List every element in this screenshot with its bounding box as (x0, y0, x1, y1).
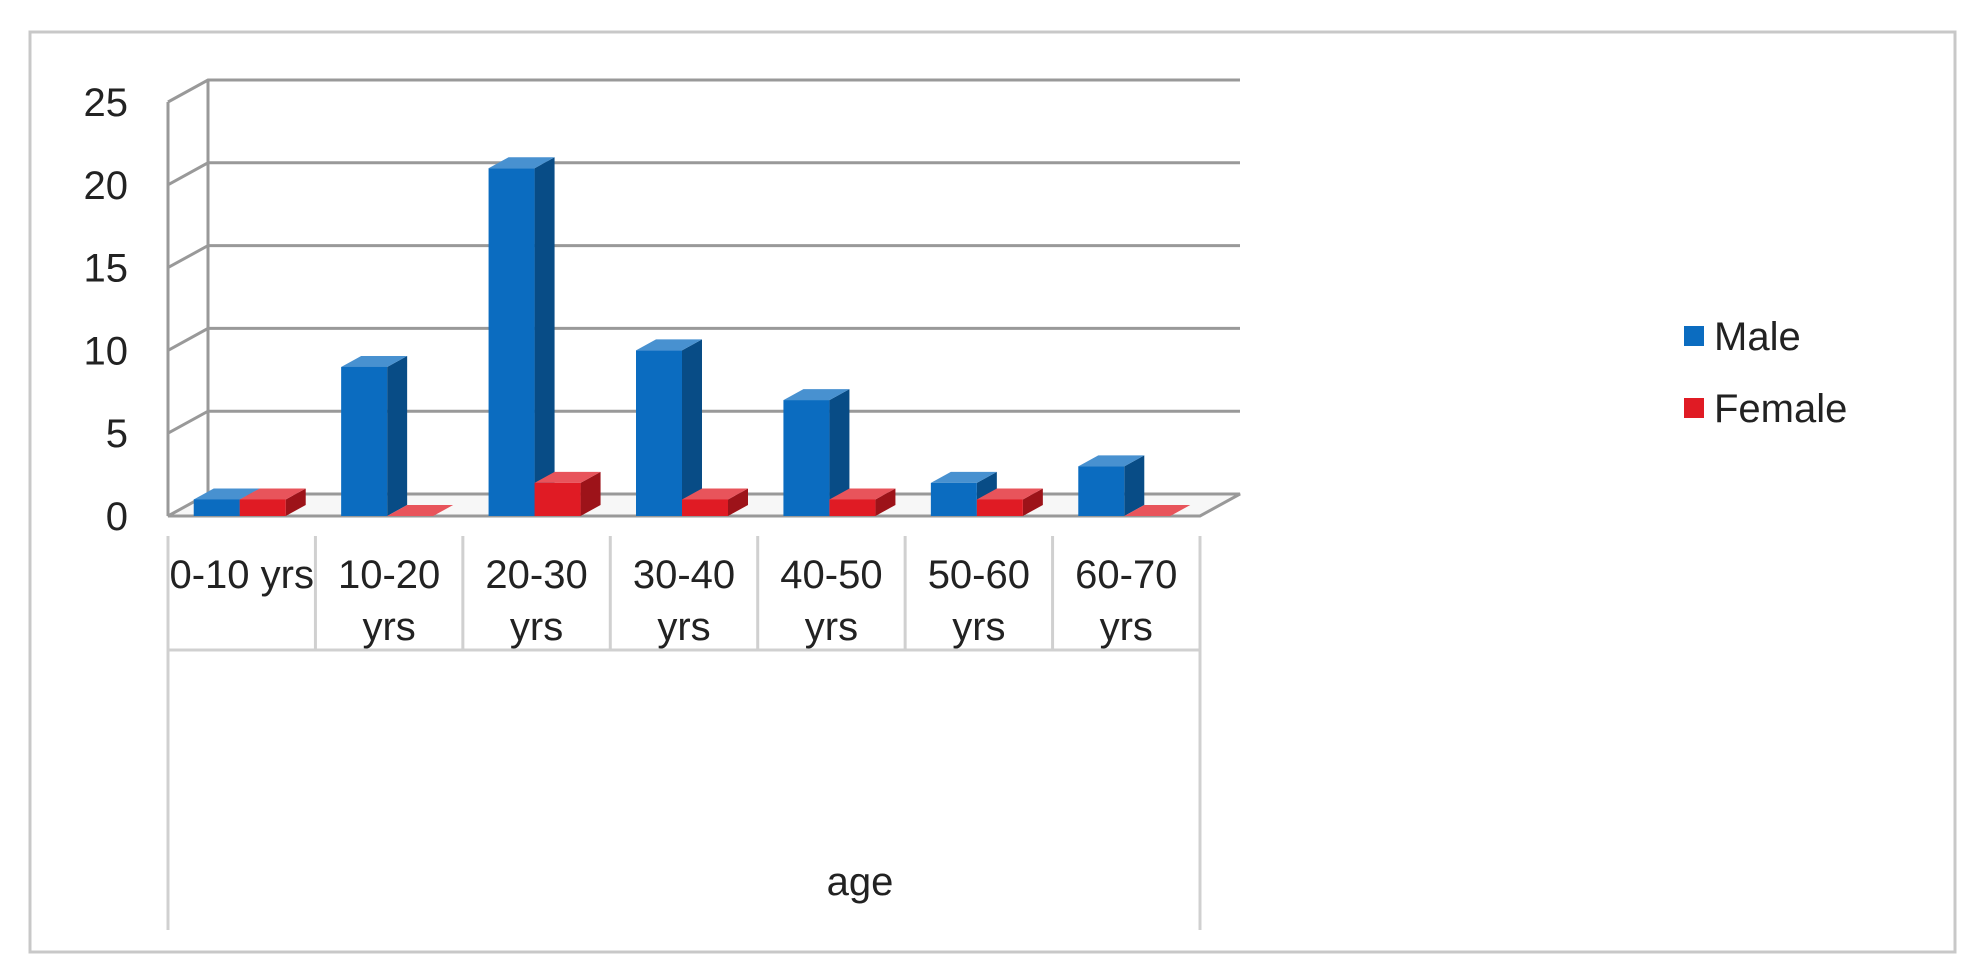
legend-label-male: Male (1714, 315, 1801, 359)
x-tick-label: yrs (362, 605, 415, 649)
bar-male (488, 168, 535, 517)
gridline (167, 326, 1240, 352)
bar-top-male (193, 488, 260, 500)
bar-top-female (534, 471, 601, 483)
x-tick-label: 40-50 (780, 553, 882, 597)
gridline (167, 78, 1240, 104)
bar-top-male (783, 389, 850, 401)
bar-top-female (682, 488, 748, 500)
y-axis-ticks: 0 5 10 15 20 25 (84, 81, 129, 539)
y-tick-label: 0 (106, 495, 128, 539)
gridline (167, 161, 1240, 187)
x-tick-label: 20-30 (485, 553, 587, 597)
y-tick-label: 20 (84, 164, 129, 208)
bar-top-female (976, 488, 1043, 500)
bar-side-male (682, 339, 702, 516)
gridline (167, 409, 1240, 435)
bar-side-male (1124, 455, 1145, 516)
y-tick-label: 15 (84, 247, 129, 291)
category-table (166, 536, 1202, 930)
bar-side-female (285, 488, 306, 516)
gridline (167, 244, 1240, 269)
bar-side-female (875, 488, 896, 516)
legend: Male Female (1684, 315, 1847, 431)
y-tick-label: 10 (84, 329, 129, 373)
x-tick-label: 60-70 (1075, 553, 1177, 597)
y-tick-label: 25 (84, 81, 129, 125)
bar-side-male (829, 389, 850, 516)
bar-female (682, 499, 728, 516)
bar-male (636, 350, 682, 516)
x-tick-label: yrs (805, 605, 858, 649)
x-tick-label: yrs (510, 605, 563, 649)
gridlines (167, 78, 1240, 435)
legend-label-female: Female (1714, 387, 1847, 431)
x-tick-label: yrs (952, 605, 1005, 649)
bars (193, 157, 1191, 517)
bar-male (1078, 466, 1125, 516)
bar-top-female (829, 488, 896, 500)
bar-side-male (387, 355, 408, 516)
legend-swatch-female (1684, 398, 1704, 418)
bar-side-female (580, 471, 601, 516)
x-tick-label: 50-60 (928, 553, 1030, 597)
x-tick-label: 30-40 (633, 553, 735, 597)
bar-top-male (1078, 455, 1145, 467)
bar-female (829, 499, 876, 516)
bar-male (930, 482, 977, 516)
bar-female (534, 482, 581, 516)
bar-male (341, 366, 388, 516)
bar-female (239, 499, 286, 516)
x-tick-label: 10-20 (338, 553, 440, 597)
bar-top-female (239, 488, 306, 500)
x-tick-label: 0-10 yrs (169, 553, 314, 597)
bar-top-male (488, 157, 555, 169)
x-axis-categories: 0-10 yrs 10-20 yrs 20-30 yrs 30-40 yrs 40-50 yrs… (169, 553, 1177, 649)
bar-male (193, 499, 240, 516)
bar-top-female (1124, 505, 1191, 516)
x-tick-label: yrs (1100, 605, 1153, 649)
y-tick-label: 5 (106, 412, 128, 456)
bar-side-female (1022, 488, 1043, 516)
bar-side-male (534, 157, 555, 517)
bar-top-male (341, 355, 408, 367)
legend-swatch-male (1684, 326, 1704, 346)
bar-top-male (930, 471, 997, 483)
bar-female (976, 499, 1023, 516)
bar-top-male (636, 339, 702, 351)
x-tick-label: yrs (657, 605, 710, 649)
x-axis-label: age (827, 860, 894, 904)
bar-top-female (387, 505, 454, 516)
bar-male (783, 400, 830, 516)
bar-side-female (728, 488, 748, 516)
